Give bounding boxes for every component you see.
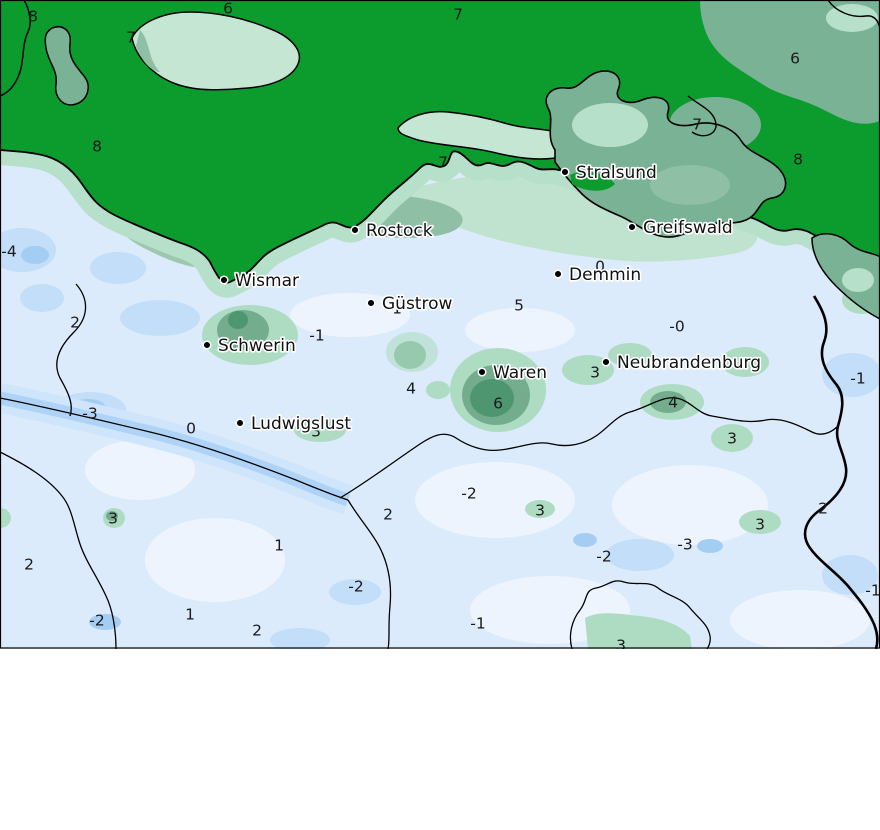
temperature-value-label: 2 xyxy=(252,622,262,640)
sea-contour-squiggle-2 xyxy=(687,95,717,137)
temperature-value-label: 5 xyxy=(514,297,524,315)
city-dot xyxy=(219,275,229,285)
temperature-value-label: 2 xyxy=(383,506,393,524)
footer: Temperatur in 2m (in °C) Modell: ICON-D2… xyxy=(0,649,880,830)
temperature-value-label: 7 xyxy=(438,154,448,172)
temperature-value-label: 2 xyxy=(818,500,828,518)
city-name-label: Wismar xyxy=(235,271,299,291)
city-name-label: Neubrandenburg xyxy=(617,353,761,373)
berlin-warm-patch xyxy=(585,613,692,649)
city-dot xyxy=(350,225,360,235)
city-marker: Wismar xyxy=(219,269,301,293)
temperature-value-label: -1 xyxy=(850,370,865,388)
temperature-value-label: 3 xyxy=(590,364,600,382)
temperature-value-label: 3 xyxy=(311,423,321,441)
usedom-mint xyxy=(842,268,874,292)
city-marker: Greifswald xyxy=(627,216,734,240)
city-marker: Neubrandenburg xyxy=(601,351,763,375)
temperature-value-label: 0 xyxy=(595,258,605,276)
temperature-value-label: 6 xyxy=(790,50,800,68)
weather-map: 8 6 7 7 6 7 8 8 7 -4 0 1 5 2 -0 -1 3 4 -1 4 6 4 -3 0 3 3 -2 2 3 3 2 3 -3… xyxy=(0,0,880,649)
island-topleft xyxy=(44,26,89,106)
city-dot xyxy=(627,222,637,232)
temperature-value-label: -3 xyxy=(677,536,692,554)
temperature-value-label: -1 xyxy=(865,582,880,600)
temperature-value-label: 3 xyxy=(755,516,765,534)
city-name-label: Waren xyxy=(493,363,547,383)
city-name-label: Schwerin xyxy=(218,336,296,356)
temperature-value-label: 1 xyxy=(392,300,402,318)
sea-mint-topright xyxy=(826,4,878,32)
city-marker: Rostock xyxy=(350,219,434,243)
temperature-value-label: 4 xyxy=(739,355,749,373)
temperature-value-label: 1 xyxy=(185,606,195,624)
sea-contour-blob-west xyxy=(131,11,301,91)
temperature-value-label: 8 xyxy=(793,151,803,169)
map-area: 8 6 7 7 6 7 8 8 7 -4 0 1 5 2 -0 -1 3 4 -1 4 6 4 -3 0 3 3 -2 2 3 3 2 3 -3… xyxy=(0,0,880,649)
city-dot xyxy=(366,298,376,308)
city-name-label: Güstrow xyxy=(382,294,452,314)
state-borders xyxy=(0,283,839,649)
temperature-value-label: -1 xyxy=(309,327,324,345)
temperature-value-label: -4 xyxy=(1,243,16,261)
poland-border xyxy=(803,295,879,649)
sea-sage-topright xyxy=(700,0,880,124)
temperature-value-label: -2 xyxy=(89,612,104,630)
temperature-value-label: 2 xyxy=(24,556,34,574)
city-marker: Waren xyxy=(477,361,549,385)
city-dot xyxy=(235,418,245,428)
city-marker: Güstrow xyxy=(366,292,454,316)
ruegen-mint-patch xyxy=(572,103,648,147)
temperature-value-label: 1 xyxy=(274,537,284,555)
ruegen-bodden-cut xyxy=(570,171,615,191)
temperature-value-label: -3 xyxy=(82,405,97,423)
city-dot xyxy=(553,269,563,279)
temperature-value-label: 3 xyxy=(727,430,737,448)
land-pale-patches xyxy=(85,293,870,649)
temperature-value-label: 0 xyxy=(186,420,196,438)
ruegen-sage-patch xyxy=(650,165,730,205)
city-name-label: Stralsund xyxy=(576,163,657,183)
berlin-boundary xyxy=(569,580,711,649)
temperature-value-label: 6 xyxy=(493,395,503,413)
city-marker: Stralsund xyxy=(560,161,658,185)
city-name-label: Demmin xyxy=(569,265,641,285)
temperature-value-label: 3 xyxy=(616,637,626,650)
temperature-value-label: -2 xyxy=(461,485,476,503)
temperature-value-label: -1 xyxy=(470,615,485,633)
temperature-value-label: 6 xyxy=(223,0,233,18)
coast-contour-topleft xyxy=(0,0,31,97)
city-dot xyxy=(477,367,487,377)
temperature-value-label: -0 xyxy=(669,318,684,336)
temperature-value-label: 3 xyxy=(108,510,118,528)
temperature-labels: 8 6 7 7 6 7 8 8 7 -4 0 1 5 2 -0 -1 3 4 -1 4 6 4 -3 0 3 3 -2 2 3 3 2 3 -3… xyxy=(1,0,880,649)
city-dot xyxy=(202,340,212,350)
city-dot xyxy=(560,167,570,177)
temperature-value-label: -2 xyxy=(596,548,611,566)
city-marker: Schwerin xyxy=(202,334,297,358)
temperature-value-label: 4 xyxy=(406,380,416,398)
sea-contour-squiggle-1 xyxy=(827,0,880,29)
temperature-value-label: 2 xyxy=(70,314,80,332)
sea-sage-rim xyxy=(136,30,160,72)
city-marker: Demmin xyxy=(553,263,643,287)
city-name-label: Greifswald xyxy=(643,218,733,238)
city-dot xyxy=(601,357,611,367)
inland-warm-blobs xyxy=(0,224,880,534)
temperature-value-label: 7 xyxy=(453,6,463,24)
city-name-label: Ludwigslust xyxy=(251,414,351,434)
temperature-value-label: 8 xyxy=(92,138,102,156)
temperature-value-label: 7 xyxy=(692,116,702,134)
city-name-label: Rostock xyxy=(366,221,433,241)
city-labels: Stralsund Greifswald Rostock Wismar Demmin Gü… xyxy=(202,161,763,436)
temperature-value-label: -2 xyxy=(348,578,363,596)
temperature-value-label: 7 xyxy=(126,29,136,47)
city-marker: Ludwigslust xyxy=(235,412,353,436)
temperature-value-label: 4 xyxy=(668,394,678,412)
temperature-value-label: 8 xyxy=(28,8,38,26)
temperature-value-label: 3 xyxy=(535,502,545,520)
